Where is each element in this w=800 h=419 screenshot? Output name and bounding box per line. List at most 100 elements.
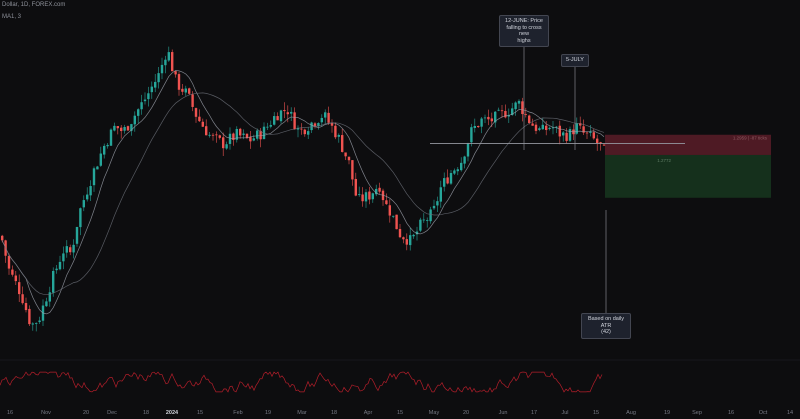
candle-body bbox=[521, 101, 524, 115]
annotation-june: 12-JUNE: Price falling to cross new high… bbox=[499, 15, 549, 47]
candle-body bbox=[113, 125, 116, 131]
candle-body bbox=[317, 123, 320, 127]
candle-body bbox=[303, 129, 306, 135]
candle-body bbox=[92, 168, 96, 186]
candle-body bbox=[181, 88, 184, 92]
candle-body bbox=[330, 122, 334, 126]
candle-body bbox=[313, 123, 317, 126]
candle-body bbox=[538, 128, 541, 131]
candle-body bbox=[429, 209, 432, 222]
candle-body bbox=[296, 127, 300, 130]
candle-body bbox=[55, 268, 58, 271]
x-tick-label: 16 bbox=[6, 410, 14, 416]
candle-body bbox=[422, 219, 425, 221]
candle-body bbox=[392, 215, 395, 217]
candle-body bbox=[592, 132, 595, 139]
candle-body bbox=[133, 115, 136, 125]
annotation-june-line: highs bbox=[517, 37, 531, 44]
candle-body bbox=[109, 129, 113, 146]
candle-body bbox=[245, 133, 249, 139]
candle-body bbox=[174, 71, 177, 75]
candle-body bbox=[167, 52, 170, 61]
stop-loss-zone bbox=[605, 134, 771, 155]
annotation-july-text: 5-JULY bbox=[566, 57, 584, 63]
candle-body bbox=[507, 115, 510, 117]
candle-body bbox=[75, 226, 79, 244]
candle-body bbox=[86, 194, 89, 200]
x-tick-label: Jun bbox=[498, 410, 508, 416]
moving-average-slow bbox=[1, 92, 605, 296]
candle-body bbox=[120, 127, 123, 132]
candle-body bbox=[188, 88, 191, 94]
candle-body bbox=[354, 178, 357, 196]
candle-body bbox=[310, 122, 313, 131]
candle-body bbox=[456, 169, 459, 172]
x-tick-label: 19 bbox=[264, 410, 272, 416]
candle-body bbox=[232, 133, 235, 141]
target-zone-label: 1.2772 bbox=[657, 158, 671, 163]
x-tick-label: Oct bbox=[758, 410, 768, 416]
candle-body bbox=[283, 110, 286, 112]
annotation-atr-line: Based on daily ATR bbox=[587, 316, 625, 329]
x-tick-label: Jul bbox=[561, 410, 569, 416]
candle-body bbox=[290, 111, 293, 114]
candle-body bbox=[276, 116, 279, 121]
candle-body bbox=[327, 112, 330, 123]
candle-body bbox=[473, 125, 476, 129]
candle-body bbox=[347, 156, 351, 161]
candle-body bbox=[446, 177, 449, 184]
x-tick-label: Sep bbox=[692, 410, 702, 416]
candle-body bbox=[35, 322, 38, 324]
candle-body bbox=[79, 208, 82, 228]
x-tick-label: 15 bbox=[396, 410, 404, 416]
candle-body bbox=[405, 239, 408, 245]
candle-body bbox=[201, 121, 204, 127]
candle-body bbox=[531, 123, 534, 126]
candle-body bbox=[483, 117, 487, 119]
candle-body bbox=[273, 116, 276, 125]
candle-body bbox=[215, 134, 218, 136]
candle-body bbox=[402, 237, 405, 240]
candle-body bbox=[31, 323, 34, 325]
candle-body bbox=[334, 125, 337, 138]
x-tick-label: 2024 bbox=[165, 410, 179, 416]
candle-body bbox=[164, 59, 167, 66]
candle-body bbox=[487, 116, 490, 120]
candle-body bbox=[460, 162, 463, 171]
candle-body bbox=[358, 194, 361, 196]
candle-body bbox=[534, 124, 538, 131]
candle-body bbox=[242, 133, 245, 135]
candle-body bbox=[123, 127, 126, 131]
candle-body bbox=[28, 308, 31, 325]
candle-body bbox=[548, 127, 551, 130]
annotation-atr-line: (42) bbox=[601, 329, 611, 335]
candle-body bbox=[589, 131, 592, 133]
candle-body bbox=[96, 166, 99, 170]
candle-body bbox=[453, 170, 456, 174]
candle-body bbox=[500, 110, 504, 112]
candle-body bbox=[249, 137, 252, 142]
candle-body bbox=[582, 126, 585, 133]
candle-body bbox=[171, 52, 174, 72]
stop-zone-label: 1.2959 | -87 ticks bbox=[733, 136, 768, 141]
candle-body bbox=[517, 100, 521, 104]
candle-body bbox=[436, 201, 439, 206]
candle-body bbox=[211, 134, 215, 136]
candle-body bbox=[65, 246, 68, 253]
candle-body bbox=[279, 110, 283, 122]
candle-body bbox=[266, 126, 269, 128]
candle-body bbox=[324, 112, 327, 118]
x-tick-label: 17 bbox=[530, 410, 538, 416]
moving-average-fast bbox=[1, 70, 605, 315]
candle-body bbox=[82, 200, 85, 208]
candle-body bbox=[184, 88, 187, 93]
candle-body bbox=[511, 108, 514, 115]
candle-body bbox=[541, 124, 544, 130]
candle-body bbox=[62, 253, 65, 262]
candle-body bbox=[504, 110, 507, 118]
indicator-label: MA1, 3 bbox=[2, 14, 22, 20]
candle-body bbox=[103, 145, 106, 155]
candle-body bbox=[286, 112, 289, 115]
